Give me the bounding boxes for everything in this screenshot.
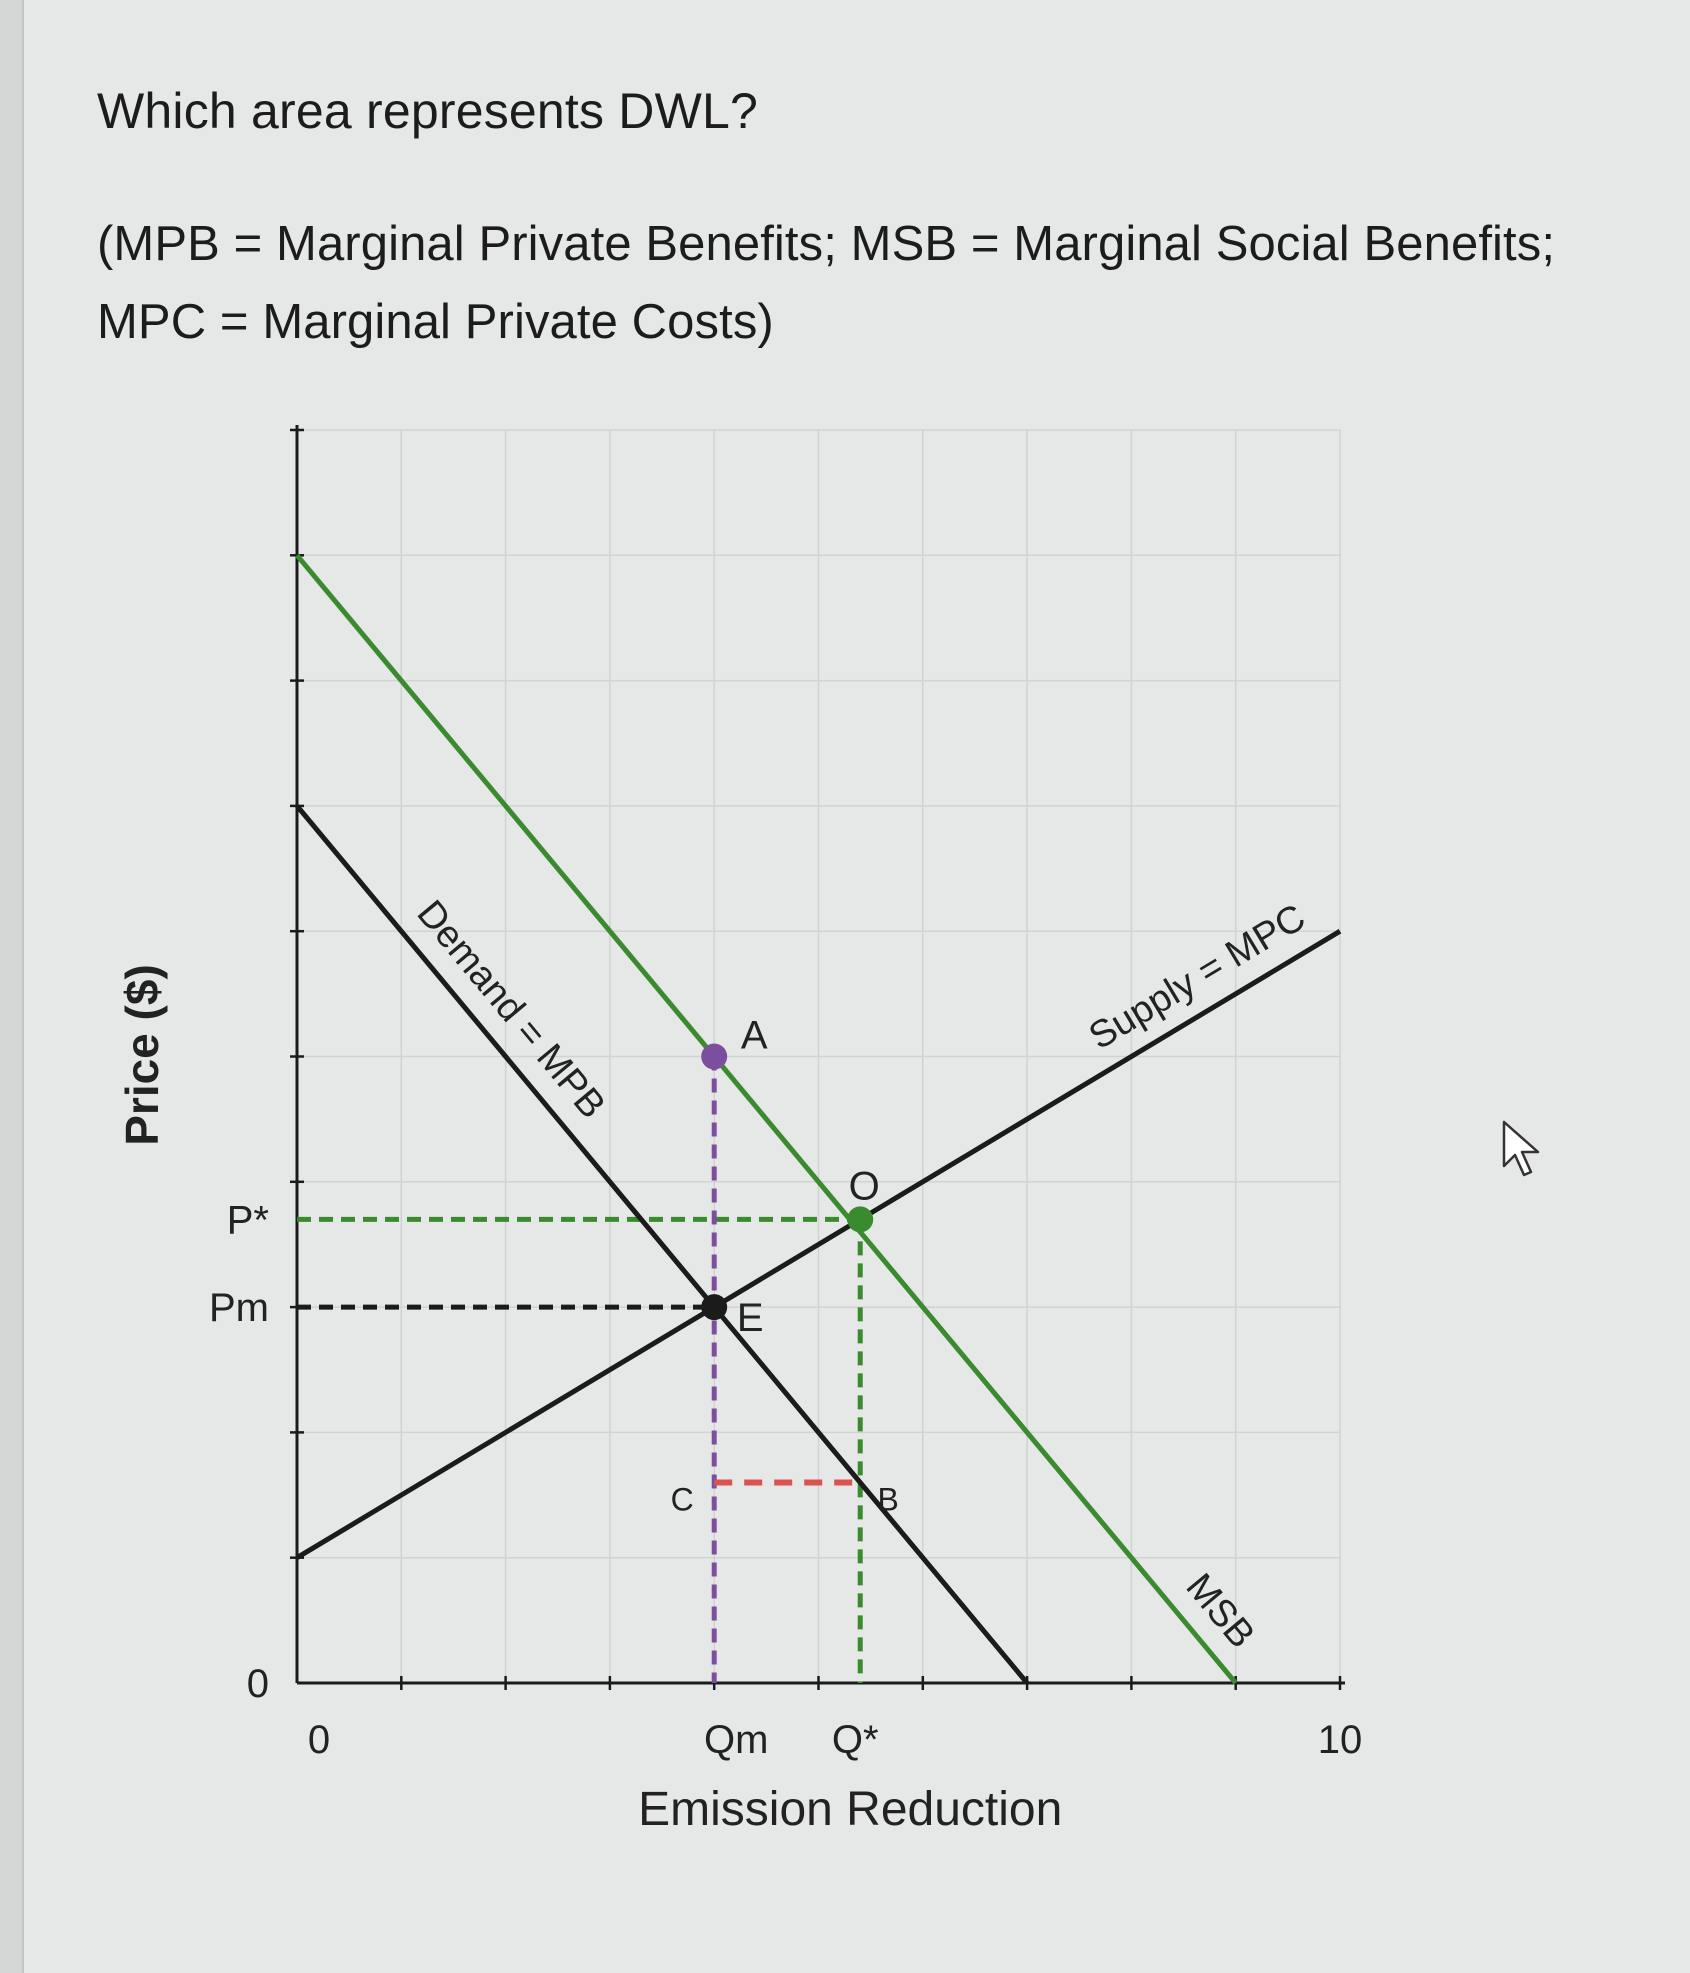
question-title: Which area represents DWL? bbox=[97, 83, 759, 139]
point-label: E bbox=[737, 1296, 764, 1340]
series-line bbox=[295, 553, 1238, 1685]
x-tick-label: Qm bbox=[704, 1718, 768, 1762]
pointer-arrow-icon bbox=[1500, 1118, 1550, 1185]
y-axis-title: Price ($) bbox=[116, 964, 168, 1146]
point-marker bbox=[847, 1206, 874, 1233]
point-label: C bbox=[671, 1482, 694, 1518]
point-marker bbox=[701, 1043, 728, 1070]
definitions-line-2: MPC = Marginal Private Costs) bbox=[97, 295, 774, 349]
series-label: Demand = MPB bbox=[409, 893, 614, 1127]
x-tick-label: 10 bbox=[1318, 1718, 1363, 1762]
series-line bbox=[295, 929, 1342, 1560]
point-label: A bbox=[741, 1014, 768, 1058]
x-axis-title: Emission Reduction bbox=[638, 1783, 1062, 1836]
x-tick-label: Q* bbox=[832, 1718, 879, 1762]
x-tick-label: 0 bbox=[308, 1718, 330, 1762]
y-tick-label: P* bbox=[227, 1198, 269, 1242]
point-label: B bbox=[878, 1482, 899, 1518]
left-page-edge bbox=[0, 0, 24, 1973]
definitions-line-1: (MPB = Marginal Private Benefits; MSB = … bbox=[97, 217, 1556, 271]
definitions-text: (MPB = Marginal Private Benefits; MSB = … bbox=[97, 205, 1657, 361]
series-line bbox=[295, 804, 1030, 1685]
point-label: O bbox=[849, 1164, 880, 1208]
series-label: Supply = MPC bbox=[1082, 896, 1313, 1058]
y-tick-label: 0 bbox=[247, 1662, 269, 1706]
point-marker bbox=[701, 1294, 728, 1321]
y-tick-label: Pm bbox=[209, 1286, 269, 1330]
series-label: MSB bbox=[1178, 1566, 1263, 1656]
